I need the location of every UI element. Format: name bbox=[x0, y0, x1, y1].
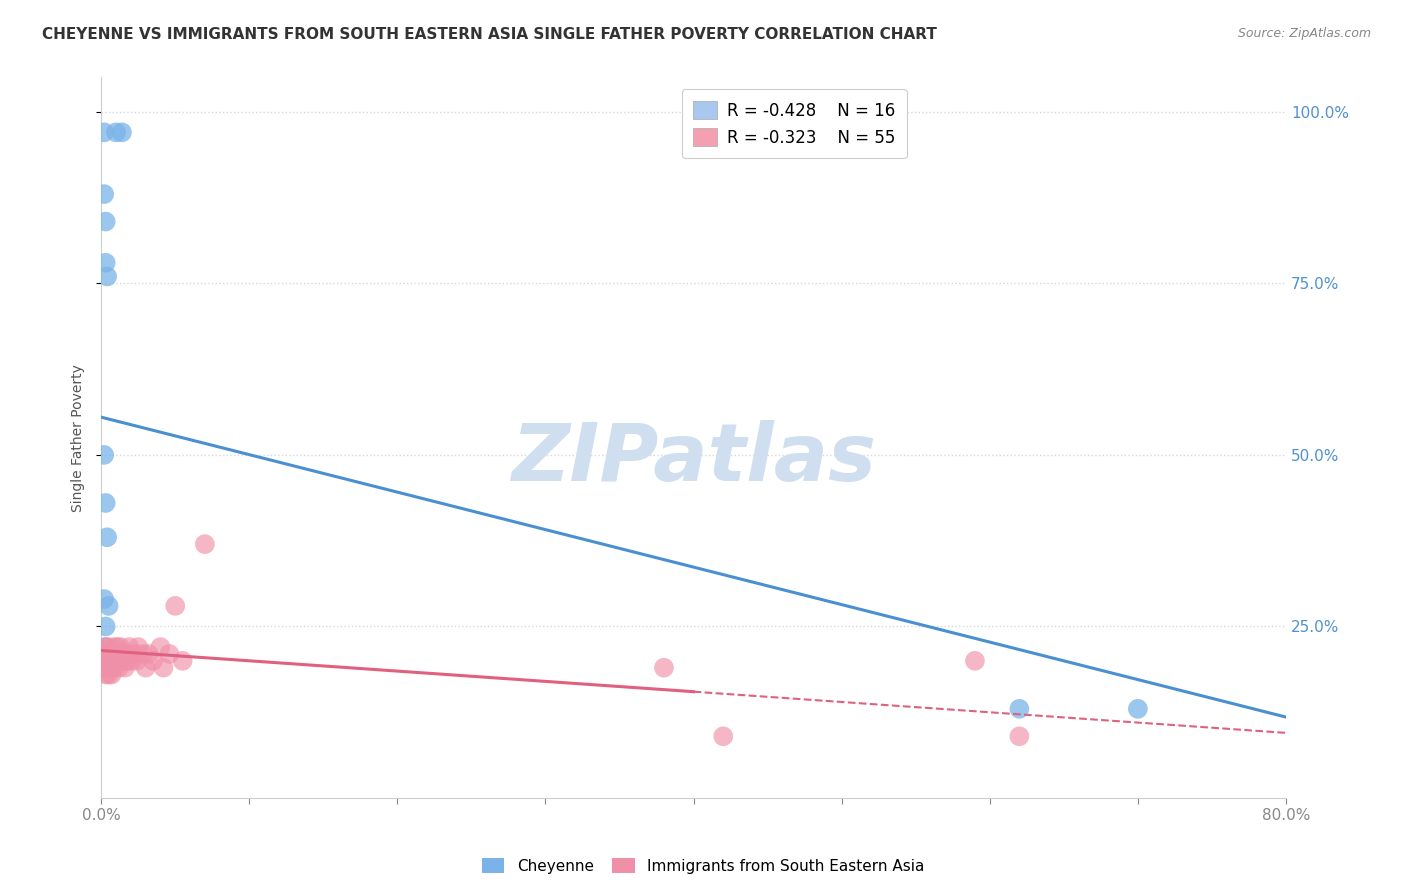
Point bbox=[94, 496, 117, 510]
Text: ZIPatlas: ZIPatlas bbox=[512, 420, 876, 499]
Point bbox=[652, 661, 675, 675]
Point bbox=[97, 599, 120, 613]
Point bbox=[93, 654, 115, 668]
Point bbox=[1126, 702, 1149, 716]
Point bbox=[94, 640, 117, 654]
Point bbox=[108, 661, 131, 675]
Point bbox=[100, 654, 122, 668]
Point bbox=[96, 269, 118, 284]
Point bbox=[963, 654, 986, 668]
Point bbox=[94, 654, 117, 668]
Point bbox=[108, 647, 131, 661]
Point bbox=[96, 647, 118, 661]
Point bbox=[117, 654, 139, 668]
Point bbox=[131, 647, 153, 661]
Point bbox=[152, 661, 174, 675]
Point bbox=[97, 640, 120, 654]
Point bbox=[194, 537, 217, 551]
Point bbox=[93, 125, 115, 139]
Point bbox=[107, 654, 129, 668]
Point bbox=[118, 640, 141, 654]
Text: CHEYENNE VS IMMIGRANTS FROM SOUTH EASTERN ASIA SINGLE FATHER POVERTY CORRELATION: CHEYENNE VS IMMIGRANTS FROM SOUTH EASTER… bbox=[42, 27, 936, 42]
Point bbox=[122, 647, 145, 661]
Point bbox=[93, 187, 115, 202]
Point bbox=[94, 667, 117, 681]
Point bbox=[149, 640, 172, 654]
Point bbox=[142, 654, 165, 668]
Point bbox=[94, 256, 117, 270]
Point bbox=[107, 640, 129, 654]
Point bbox=[93, 647, 115, 661]
Point bbox=[91, 647, 114, 661]
Point bbox=[96, 661, 118, 675]
Point bbox=[172, 654, 194, 668]
Point bbox=[103, 640, 125, 654]
Point bbox=[105, 125, 128, 139]
Point bbox=[112, 654, 135, 668]
Point bbox=[105, 647, 128, 661]
Point bbox=[125, 654, 148, 668]
Point bbox=[94, 640, 117, 654]
Point bbox=[103, 661, 125, 675]
Point bbox=[100, 647, 122, 661]
Point bbox=[157, 647, 180, 661]
Point bbox=[101, 654, 124, 668]
Point bbox=[111, 125, 134, 139]
Point bbox=[97, 654, 120, 668]
Point bbox=[94, 619, 117, 633]
Point bbox=[97, 667, 120, 681]
Point bbox=[711, 729, 734, 743]
Point bbox=[1008, 702, 1031, 716]
Legend: Cheyenne, Immigrants from South Eastern Asia: Cheyenne, Immigrants from South Eastern … bbox=[475, 852, 931, 880]
Legend: R = -0.428    N = 16, R = -0.323    N = 55: R = -0.428 N = 16, R = -0.323 N = 55 bbox=[682, 89, 907, 159]
Point bbox=[135, 661, 157, 675]
Point bbox=[94, 214, 117, 228]
Point bbox=[1008, 729, 1031, 743]
Point bbox=[98, 647, 121, 661]
Y-axis label: Single Father Poverty: Single Father Poverty bbox=[72, 364, 86, 512]
Point bbox=[101, 647, 124, 661]
Point bbox=[120, 654, 142, 668]
Point bbox=[115, 647, 138, 661]
Point bbox=[96, 530, 118, 544]
Point bbox=[111, 647, 134, 661]
Point bbox=[138, 647, 160, 661]
Text: Source: ZipAtlas.com: Source: ZipAtlas.com bbox=[1237, 27, 1371, 40]
Point bbox=[98, 654, 121, 668]
Point bbox=[110, 640, 132, 654]
Point bbox=[98, 661, 121, 675]
Point bbox=[93, 448, 115, 462]
Point bbox=[110, 654, 132, 668]
Point bbox=[96, 654, 118, 668]
Point bbox=[93, 592, 115, 607]
Point bbox=[100, 667, 122, 681]
Point bbox=[105, 654, 128, 668]
Point bbox=[127, 640, 149, 654]
Point bbox=[165, 599, 187, 613]
Point bbox=[114, 661, 136, 675]
Point bbox=[94, 661, 117, 675]
